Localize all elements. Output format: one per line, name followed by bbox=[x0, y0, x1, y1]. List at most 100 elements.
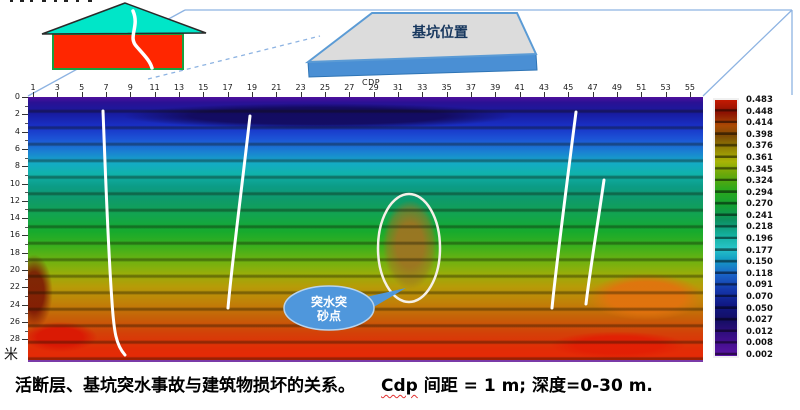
depth-tick-label: 24 bbox=[9, 299, 20, 309]
depth-tick-mark bbox=[22, 166, 28, 168]
pit-slab-top-face bbox=[304, 12, 538, 64]
depth-tick-mark bbox=[22, 183, 28, 185]
colorbar-value-label: 0.218 bbox=[746, 222, 773, 233]
pit-label: 基坑位置 bbox=[412, 24, 468, 41]
cdp-tick-label: 7 bbox=[103, 83, 109, 92]
cdp-tick-mark bbox=[276, 92, 278, 97]
depth-tick-label: 0 bbox=[14, 92, 20, 101]
figure-caption: 活断层、基坑突水事故与建筑物损坏的关系。 Cdp 间距 = 1 m; 深度=0-3… bbox=[15, 371, 795, 396]
depth-tick-mark bbox=[22, 131, 28, 133]
depth-tick-label: 8 bbox=[14, 161, 20, 171]
anomaly-ellipse bbox=[376, 192, 442, 304]
depth-tick-label: 2 bbox=[14, 109, 20, 119]
depth-tick-mark bbox=[22, 218, 28, 220]
callout-body bbox=[283, 285, 375, 331]
depth-tick-label: 18 bbox=[9, 247, 20, 257]
cdp-tick-mark bbox=[203, 92, 205, 97]
cdp-tick-label: 1 bbox=[30, 83, 36, 92]
depth-unit-label: 米 bbox=[4, 347, 18, 363]
colorbar-value-label: 0.414 bbox=[746, 118, 773, 129]
depth-tick-mark bbox=[22, 148, 28, 150]
depth-minor-tick bbox=[25, 209, 28, 211]
depth-tick-mark bbox=[22, 339, 28, 341]
cdp-tick-mark bbox=[470, 92, 472, 97]
section-annotations: 突水突 砂点 bbox=[101, 109, 606, 357]
cdp-tick-mark bbox=[422, 92, 424, 97]
cdp-tick-label: 5 bbox=[79, 83, 85, 92]
colorbar-value-label: 0.008 bbox=[746, 338, 773, 349]
colorbar-value-label: 0.241 bbox=[746, 210, 773, 221]
cdp-axis: 1 3 5 7 9 11 13 15 17 19 21 23 25 27 29 31 33 35 37 39 41 43 4… bbox=[0, 0, 800, 97]
cdp-tick-mark bbox=[81, 92, 83, 97]
cdp-tick-label: 53 bbox=[660, 83, 671, 92]
depth-minor-tick bbox=[25, 105, 28, 107]
depth-tick-label: 10 bbox=[9, 178, 20, 188]
depth-axis: 0 2 4 6 8 10 12 14 16 18 20 22 24 26 28 bbox=[0, 0, 28, 365]
depth-minor-tick bbox=[25, 278, 28, 280]
colorbar-value-label: 0.361 bbox=[746, 152, 773, 163]
colorbar-value-label: 0.002 bbox=[746, 349, 773, 360]
wireframe-hidden-edge bbox=[147, 35, 321, 80]
caption-cdp-word: Cdp bbox=[381, 376, 418, 396]
pit-slab: 基坑位置 bbox=[304, 12, 538, 78]
depth-tick-label: 16 bbox=[9, 230, 20, 240]
depth-tick-label: 6 bbox=[14, 143, 20, 153]
fault-line-4 bbox=[584, 178, 606, 306]
cdp-tick-mark bbox=[324, 92, 326, 97]
cdp-tick-label: 41 bbox=[514, 83, 525, 92]
callout-text-line2: 砂点 bbox=[316, 308, 341, 323]
depth-tick-label: 12 bbox=[9, 195, 20, 205]
depth-minor-tick bbox=[25, 295, 28, 297]
colorbar bbox=[713, 98, 739, 358]
colorbar-value-label: 0.050 bbox=[746, 303, 773, 314]
cdp-tick-label: 35 bbox=[441, 83, 452, 92]
cdp-tick-mark bbox=[616, 92, 618, 97]
cdp-tick-label: 19 bbox=[246, 83, 258, 92]
depth-tick-mark bbox=[22, 235, 28, 237]
cdp-tick-label: 47 bbox=[587, 83, 598, 92]
caption-text: 活断层、基坑突水事故与建筑物损坏的关系。 bbox=[15, 376, 355, 396]
cdp-tick-mark bbox=[543, 92, 545, 97]
cdp-tick-mark bbox=[130, 92, 132, 97]
cdp-tick-mark bbox=[592, 92, 594, 97]
colorbar-value-label: 0.070 bbox=[746, 292, 773, 303]
wireframe-right-edge bbox=[702, 9, 793, 97]
colorbar-value-label: 0.150 bbox=[746, 257, 773, 268]
colorbar-labels: 0.483 0.448 0.414 0.398 0.376 0.361 0.345 0.324… bbox=[740, 90, 800, 370]
colorbar-value-label: 0.448 bbox=[746, 106, 773, 117]
depth-minor-tick bbox=[25, 261, 28, 263]
cdp-tick-label: 11 bbox=[149, 83, 160, 92]
depth-tick-label: 14 bbox=[9, 213, 20, 223]
cdp-tick-mark bbox=[568, 92, 570, 97]
colorbar-value-label: 0.324 bbox=[746, 176, 773, 187]
cdp-tick-label: 31 bbox=[392, 83, 404, 92]
cdp-tick-mark bbox=[154, 92, 156, 97]
cdp-tick-label: 25 bbox=[319, 83, 331, 92]
depth-tick-mark bbox=[22, 321, 28, 323]
cdp-tick-label: 43 bbox=[538, 83, 550, 92]
depth-minor-tick bbox=[25, 313, 28, 315]
house-crack bbox=[131, 9, 154, 70]
colorbar-value-label: 0.118 bbox=[746, 268, 773, 279]
depth-tick-mark bbox=[22, 252, 28, 254]
depth-tick-mark bbox=[22, 97, 28, 98]
cdp-tick-label: 55 bbox=[684, 83, 695, 92]
colorbar-value-label: 0.294 bbox=[746, 187, 773, 198]
fault-line-3 bbox=[550, 110, 578, 310]
cdp-tick-label: 37 bbox=[465, 83, 477, 92]
cdp-tick-mark bbox=[178, 92, 180, 97]
depth-tick-mark bbox=[22, 114, 28, 116]
cdp-tick-mark bbox=[689, 92, 691, 97]
cdp-tick-mark bbox=[105, 92, 107, 97]
colorbar-value-label: 0.196 bbox=[746, 234, 773, 245]
depth-tick-label: 28 bbox=[9, 334, 20, 344]
cdp-tick-label: 33 bbox=[417, 83, 428, 92]
depth-tick-mark bbox=[22, 287, 28, 289]
house-illustration bbox=[41, 2, 207, 70]
depth-tick-mark bbox=[22, 270, 28, 271]
cdp-tick-mark bbox=[519, 92, 521, 97]
callout-text-line1: 突水突 bbox=[311, 294, 347, 309]
depth-tick-label: 26 bbox=[9, 316, 20, 326]
cdp-tick-label: 3 bbox=[54, 83, 60, 92]
colorbar-value-label: 0.027 bbox=[746, 315, 773, 326]
